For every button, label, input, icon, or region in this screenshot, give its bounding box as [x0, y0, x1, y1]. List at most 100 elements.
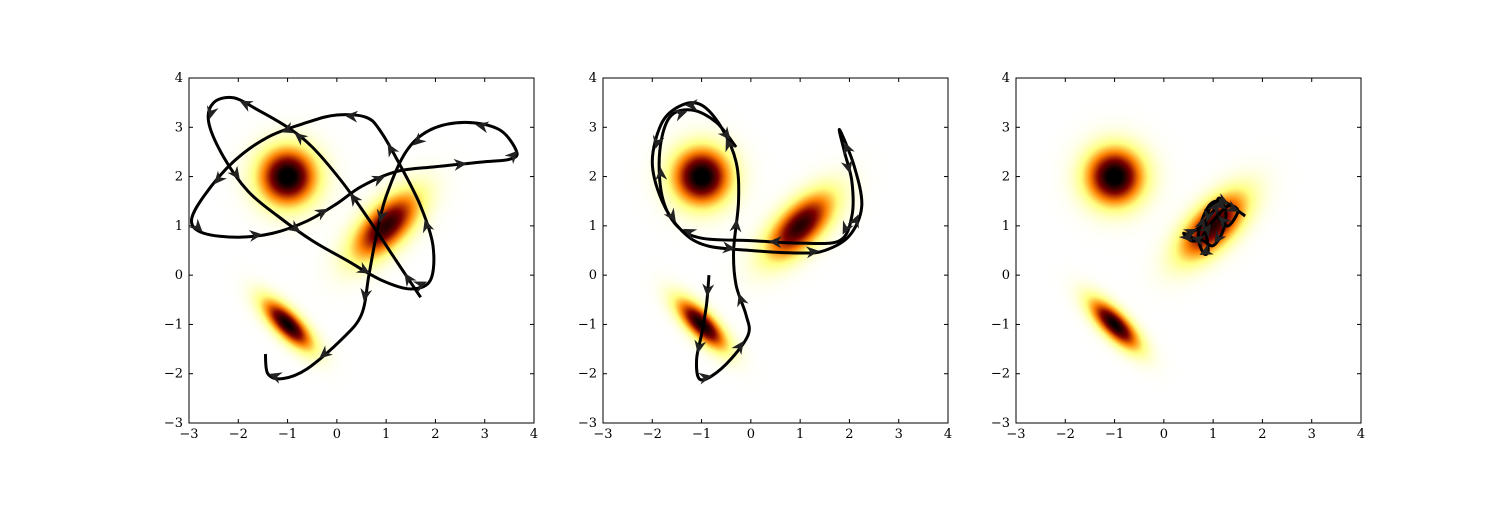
trajectory-arrow [842, 220, 854, 235]
x-tick-label: 0 [747, 427, 755, 442]
x-tick-label: −3 [179, 427, 198, 442]
trajectory-arrow [412, 281, 428, 293]
x-tick-label: −1 [278, 427, 297, 442]
trajectory-arrow [422, 219, 435, 234]
y-tick-label: 1 [175, 219, 183, 234]
y-tick-label: 4 [1002, 71, 1010, 86]
trajectory-arrow [214, 170, 228, 185]
x-tick-label: 4 [1357, 427, 1365, 442]
density-heatmap [1016, 78, 1361, 423]
trajectory-arrow [843, 141, 855, 157]
density-heatmap [603, 78, 948, 423]
x-tick-label: 0 [333, 427, 341, 442]
trajectory-arrow [717, 126, 731, 141]
trajectory-arrow [286, 219, 301, 233]
trajectory-arrow [1178, 228, 1193, 242]
x-tick-label: 3 [481, 427, 489, 442]
trajectory-arrow [840, 159, 853, 174]
trajectory-arrow [1191, 235, 1206, 247]
trajectory-arrow [387, 143, 400, 158]
axes-frame [188, 77, 535, 424]
trajectory-arrow [768, 236, 782, 249]
trajectory-arrow [189, 218, 203, 233]
y-tick-label: 0 [1002, 268, 1010, 283]
x-tick-label: −1 [692, 427, 711, 442]
trajectory-line [189, 95, 519, 381]
trajectory-arrow [1224, 200, 1240, 212]
trajectory-arrow [684, 99, 698, 112]
x-tick-label: 3 [895, 427, 903, 442]
trajectory-arrow [652, 134, 665, 149]
trajectory-arrow [673, 109, 688, 122]
x-tick-label: 1 [382, 427, 390, 442]
x-tick-label: −3 [1006, 427, 1025, 442]
trajectory-arrow [698, 372, 713, 385]
trajectory-arrow [319, 345, 333, 359]
y-tick-label: 0 [175, 268, 183, 283]
y-tick-label: −3 [164, 416, 183, 431]
y-tick-label: −1 [578, 317, 597, 332]
x-tick-label: 4 [944, 427, 952, 442]
trajectory-arrow [1182, 228, 1198, 241]
trajectory-arrow [281, 122, 296, 134]
trajectory-arrow [1214, 229, 1227, 245]
y-tick-label: 4 [589, 71, 597, 86]
y-tick-label: −1 [991, 317, 1010, 332]
y-tick-label: 4 [175, 71, 183, 86]
y-tick-label: 2 [589, 170, 597, 185]
trajectory-arrow [355, 262, 371, 274]
trajectory-arrow [404, 273, 417, 288]
y-tick-label: −3 [991, 416, 1010, 431]
trajectory-arrow [847, 214, 859, 229]
trajectory-arrow [722, 241, 736, 254]
x-tick-label: −2 [643, 427, 662, 442]
trajectory-arrow [805, 246, 820, 259]
trajectory-arrow [702, 283, 715, 297]
trajectory-arrow [376, 208, 389, 223]
trajectory-arrow [1199, 243, 1214, 255]
y-tick-label: 2 [175, 170, 183, 185]
y-tick-label: 3 [175, 120, 183, 135]
x-tick-label: −2 [229, 427, 248, 442]
panel-1: −3 −2 −1 0 1 2 3 4 −3 −2 −1 0 1 2 3 4 [164, 71, 538, 442]
trajectory-arrow [360, 287, 373, 302]
x-tick-label: −2 [1056, 427, 1075, 442]
trajectory-arrow [350, 193, 363, 208]
trajectory-arrow [206, 105, 219, 120]
trajectory-arrow [1203, 208, 1216, 223]
x-tick-label: 3 [1308, 427, 1316, 442]
trajectory-arrow [453, 158, 468, 171]
trajectory-arrow [1194, 216, 1207, 231]
x-tick-label: −1 [1105, 427, 1124, 442]
trajectory-arrow [294, 132, 309, 146]
trajectory-line [1182, 196, 1247, 256]
trajectory-arrow [268, 372, 283, 384]
y-tick-label: 3 [1002, 120, 1010, 135]
trajectory-arrow [239, 100, 254, 112]
y-tick-label: −3 [578, 416, 597, 431]
y-tick-label: −2 [164, 367, 183, 382]
y-tick-label: 0 [589, 268, 597, 283]
x-tick-label: 2 [1258, 427, 1266, 442]
trajectory-arrow [655, 167, 668, 181]
trajectory-arrow [344, 110, 359, 123]
trajectory-arrow [370, 175, 386, 187]
trajectory-arrow [731, 340, 744, 355]
x-tick-label: 1 [1209, 427, 1217, 442]
x-tick-label: 0 [1160, 427, 1168, 442]
trajectory-arrow [248, 229, 263, 242]
y-tick-label: 2 [1002, 170, 1010, 185]
trajectory-arrow [475, 121, 490, 134]
x-tick-label: 4 [530, 427, 538, 442]
trajectory-arrow [737, 293, 749, 308]
trajectory-arrow [1198, 223, 1212, 238]
trajectory-arrow [682, 228, 698, 241]
trajectory-arrow [663, 207, 676, 222]
trajectory-arrow [729, 218, 742, 233]
trajectory-arrow [694, 339, 707, 354]
y-tick-label: −2 [991, 367, 1010, 382]
panel-2: −3 −2 −1 0 1 2 3 4 −3 −2 −1 0 1 2 3 4 [578, 71, 952, 442]
axes-frame [602, 77, 949, 424]
y-tick-label: −1 [164, 317, 183, 332]
